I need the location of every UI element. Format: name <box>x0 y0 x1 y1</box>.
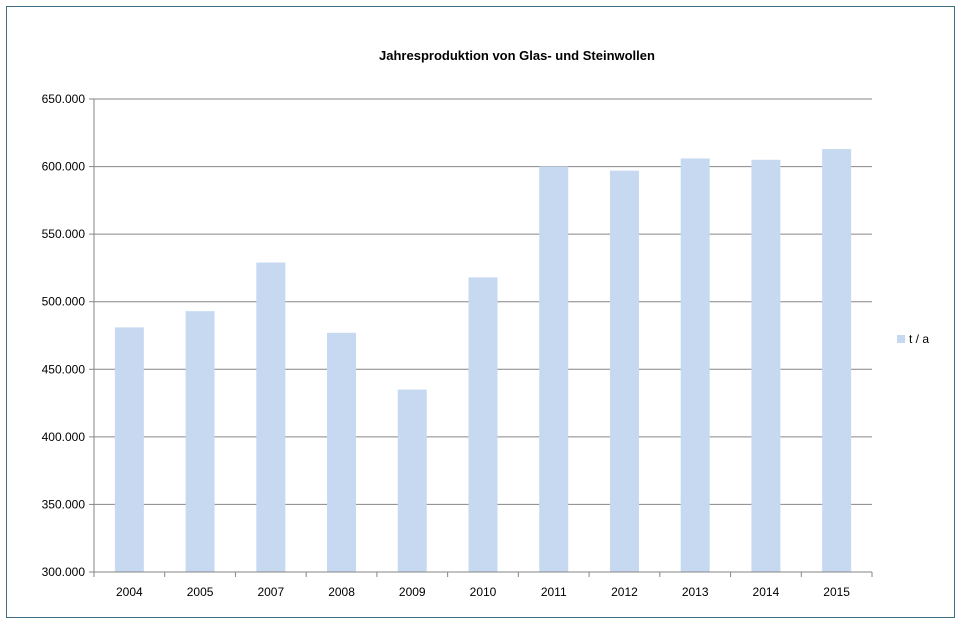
y-tick-label: 400.000 <box>42 430 86 444</box>
bar <box>114 327 144 572</box>
y-tick-label: 350.000 <box>42 497 86 511</box>
y-tick-label: 650.000 <box>42 92 86 106</box>
x-tick-label: 2015 <box>823 585 850 599</box>
axes <box>89 98 873 577</box>
y-tick-label: 500.000 <box>42 295 86 309</box>
chart-title: Jahresproduktion von Glas- und Steinwoll… <box>379 48 655 63</box>
bar <box>327 332 357 572</box>
y-tick-labels: 300.000 350.000 400.000 450.000 500.000 550.0… <box>42 92 86 579</box>
x-tick-label: 2014 <box>753 585 780 599</box>
legend-swatch <box>897 335 905 343</box>
bar <box>468 277 498 572</box>
x-tick-label: 2005 <box>187 585 214 599</box>
legend: t / a <box>897 332 929 346</box>
bar <box>822 149 852 572</box>
x-tick-label: 2007 <box>257 585 284 599</box>
bar <box>256 262 286 572</box>
gridlines <box>94 98 872 505</box>
bar <box>397 389 427 572</box>
bar <box>185 311 215 572</box>
x-tick-label: 2011 <box>541 585 567 599</box>
y-tick-label: 300.000 <box>42 565 86 579</box>
x-tick-label: 2012 <box>611 585 638 599</box>
y-tick-label: 450.000 <box>42 362 86 376</box>
x-tick-label: 2008 <box>328 585 355 599</box>
bar <box>751 159 781 573</box>
bar <box>680 158 710 572</box>
x-tick-label: 2013 <box>682 585 709 599</box>
y-tick-label: 550.000 <box>42 227 86 241</box>
legend-label: t / a <box>909 332 929 346</box>
bars <box>114 149 852 573</box>
y-tick-label: 600.000 <box>42 160 86 174</box>
bar <box>609 170 639 572</box>
x-tick-label: 2009 <box>399 585 426 599</box>
bar <box>539 166 569 573</box>
x-tick-label: 2004 <box>116 585 143 599</box>
x-tick-label: 2010 <box>470 585 497 599</box>
x-tick-labels: 2004 2005 2007 2008 2009 2010 2011 2012 2013 2014… <box>116 585 850 599</box>
